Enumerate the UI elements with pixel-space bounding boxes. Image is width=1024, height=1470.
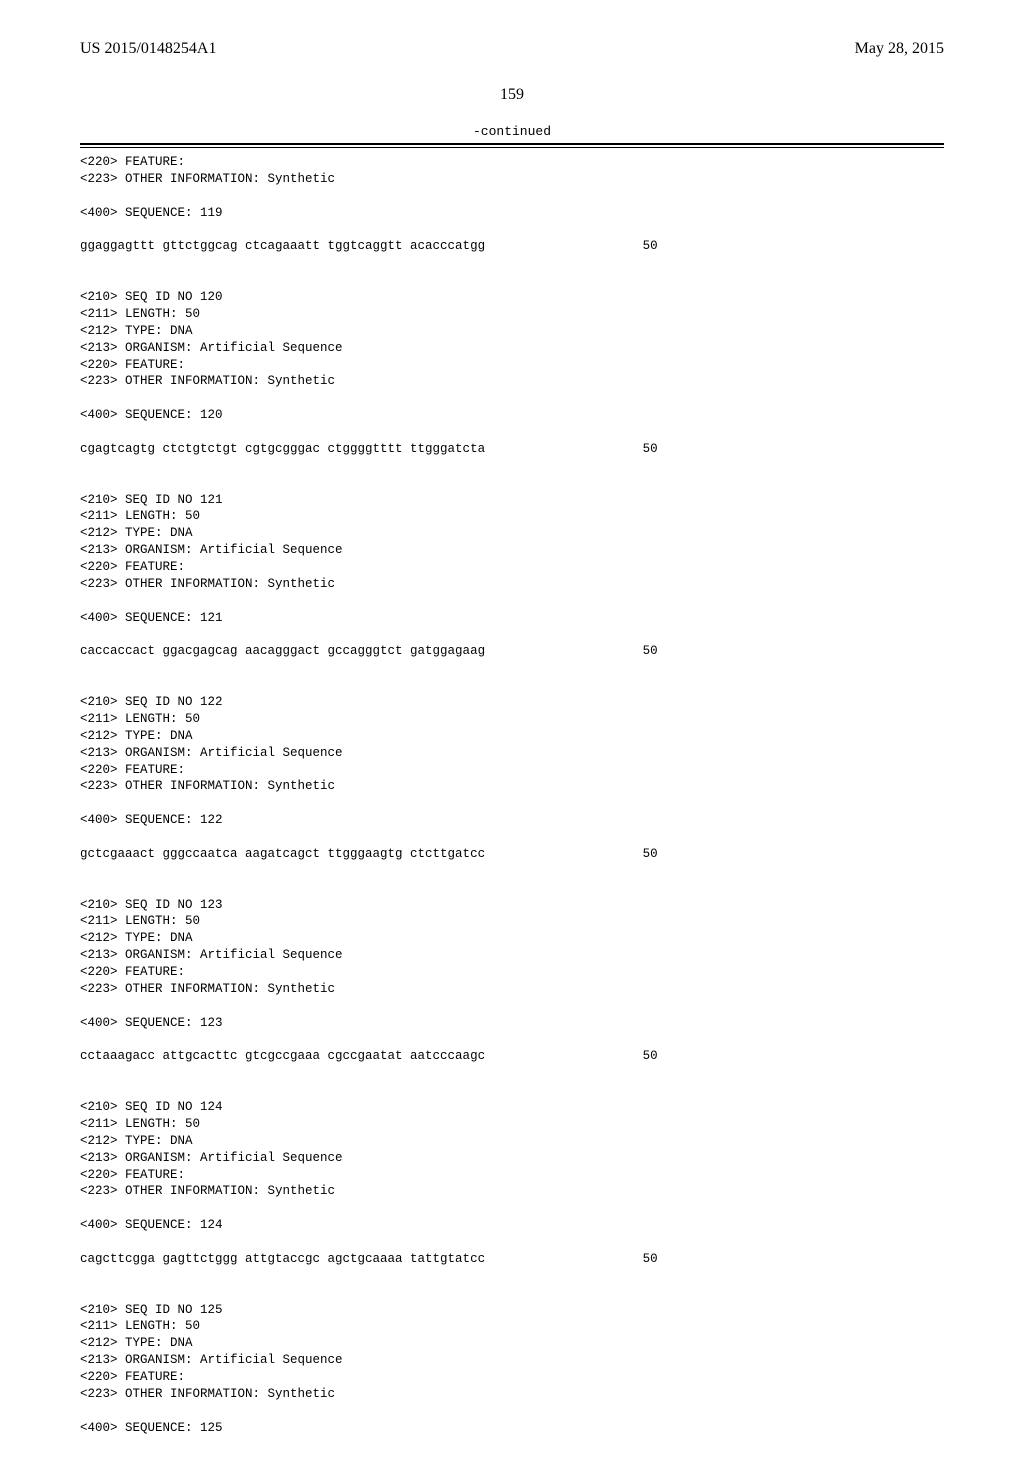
top-rule-thick <box>80 143 944 145</box>
sequence-listing: <220> FEATURE: <223> OTHER INFORMATION: … <box>80 148 944 1470</box>
continued-label: -continued <box>80 124 944 139</box>
publication-number: US 2015/0148254A1 <box>80 40 216 58</box>
page-header: US 2015/0148254A1 May 28, 2015 <box>80 40 944 58</box>
page-number: 159 <box>80 86 944 104</box>
publication-date: May 28, 2015 <box>855 40 944 58</box>
